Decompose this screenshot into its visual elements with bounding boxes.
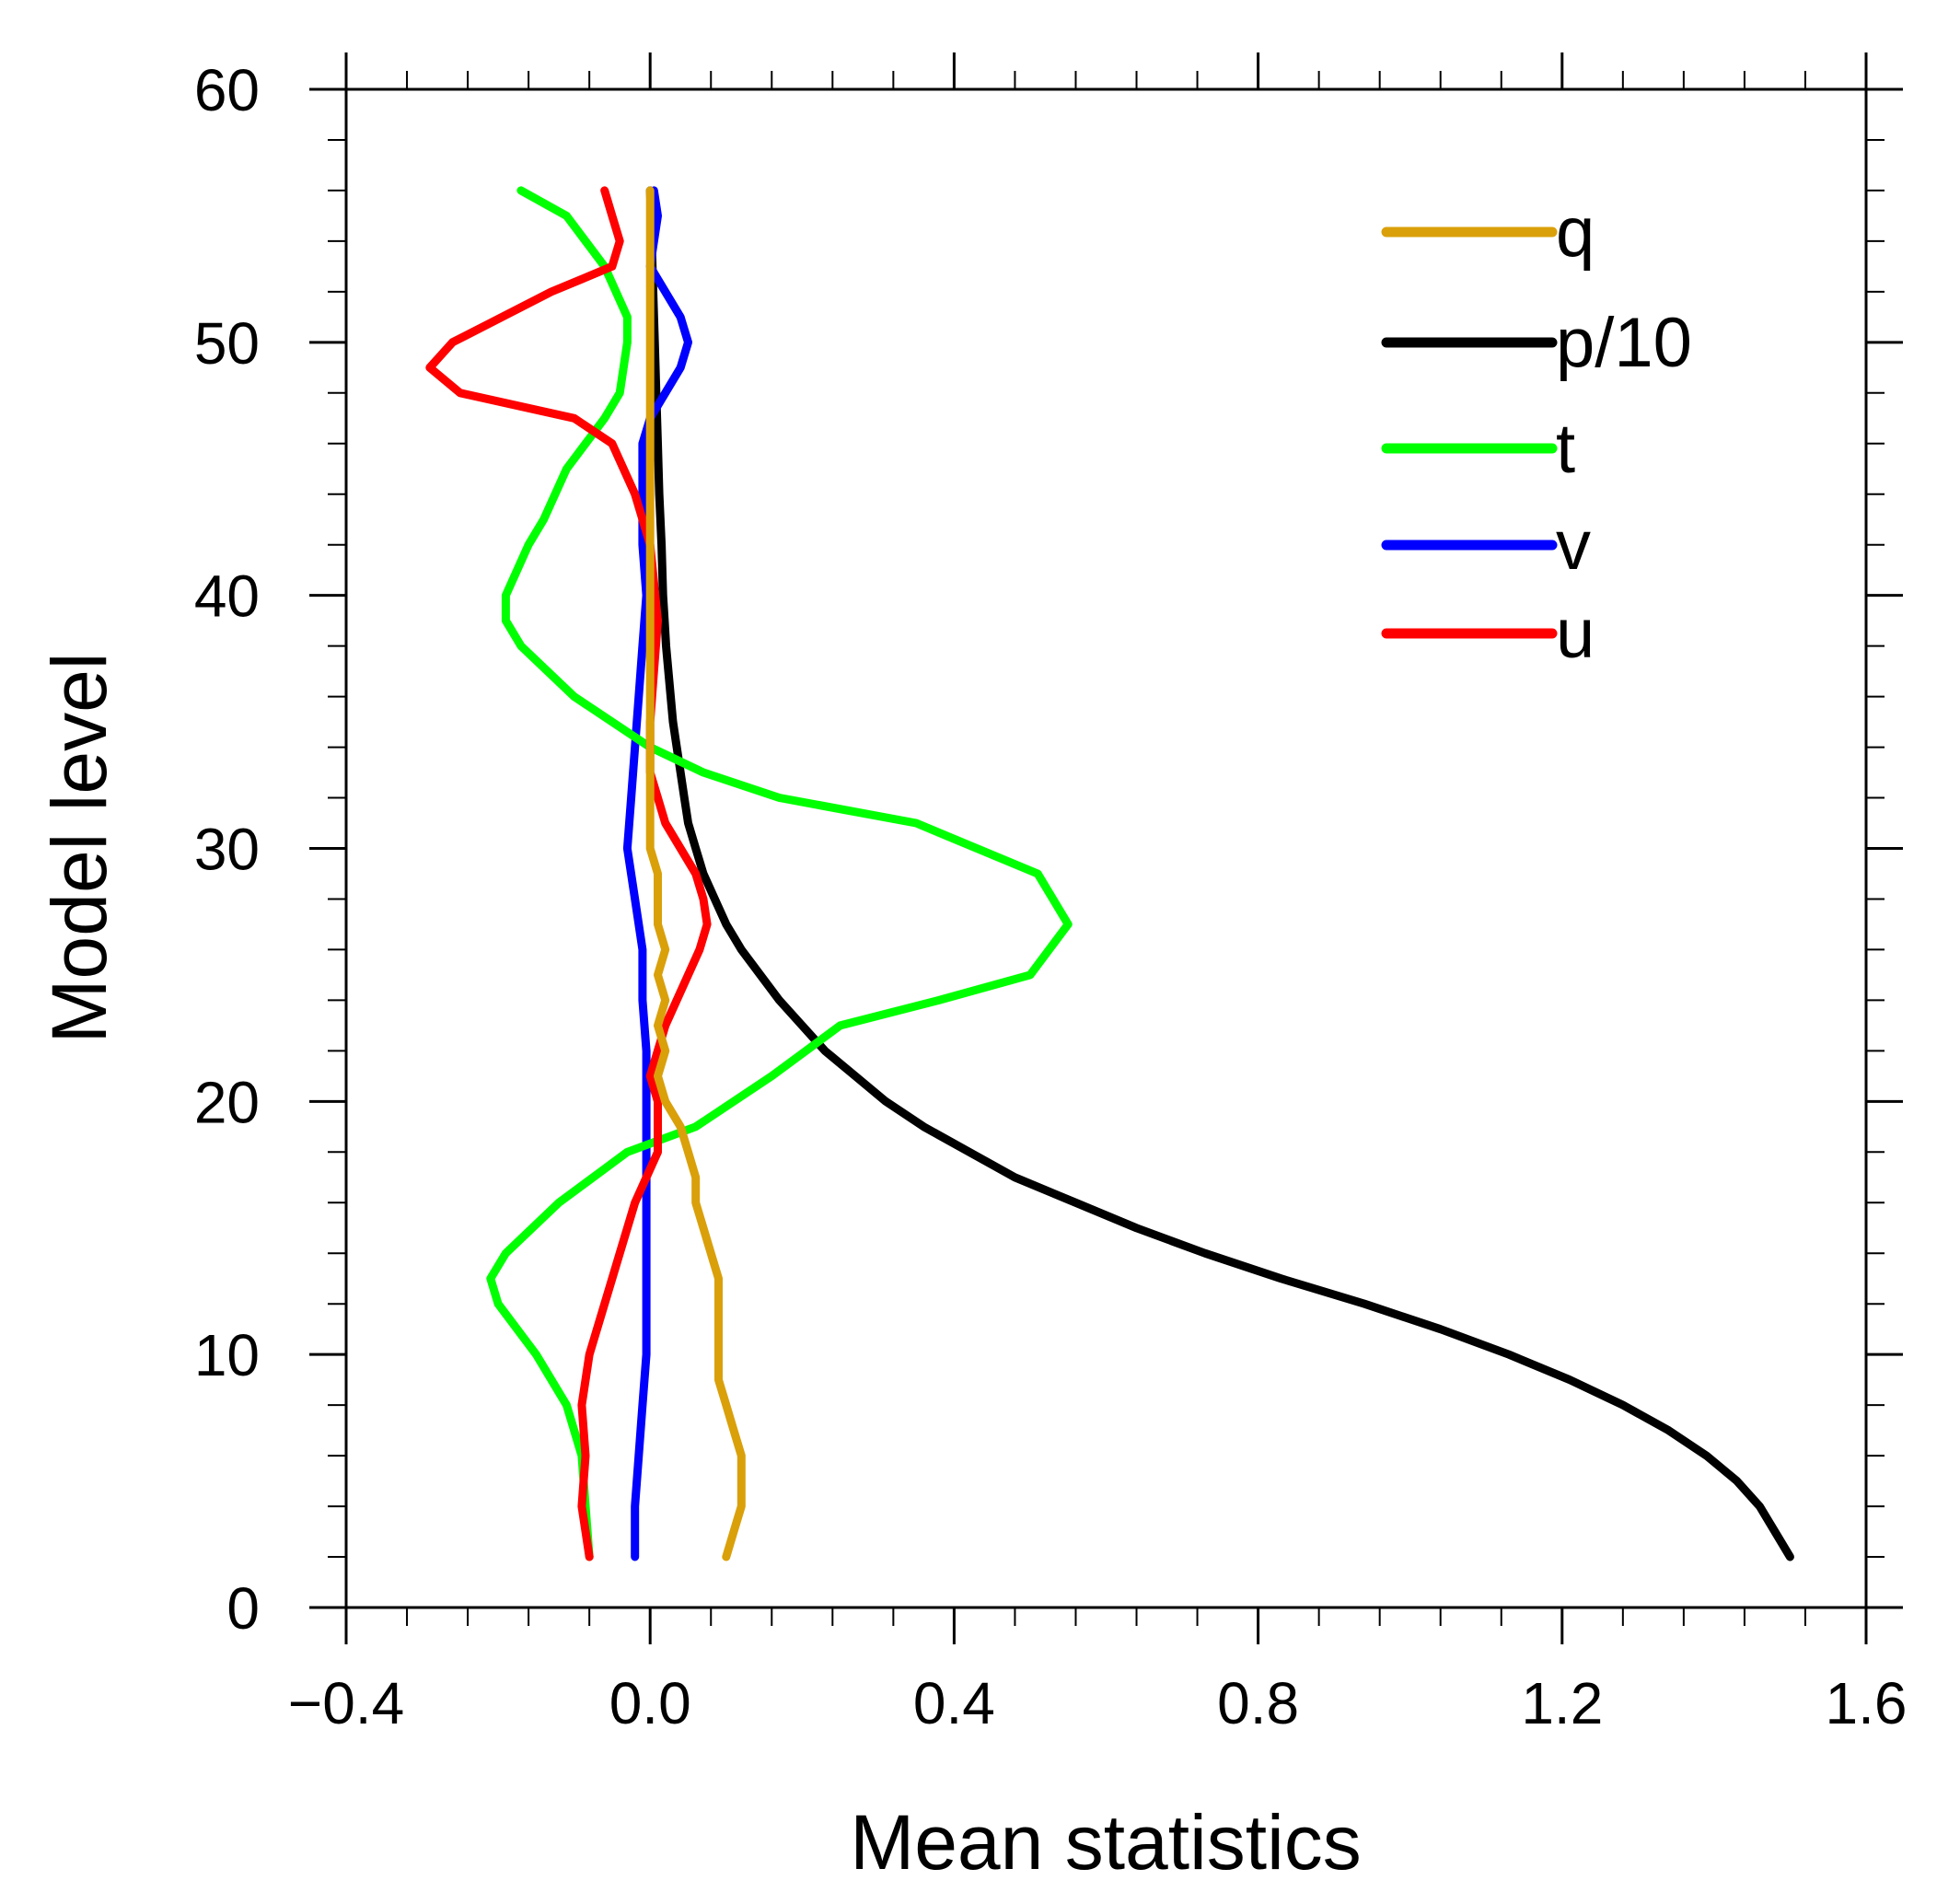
x-tick-labels: −0.4 0.0 0.4 0.8 1.2 1.6 [288, 1670, 1908, 1736]
series-lines [425, 186, 1794, 1561]
y-tick-label: 40 [194, 563, 260, 630]
x-tick-label: −0.4 [288, 1670, 404, 1736]
legend-label-v: v [1556, 506, 1591, 585]
x-tick-label: 0.4 [913, 1670, 995, 1736]
series-line-q [645, 186, 746, 1561]
y-tick-labels: 0 10 20 30 40 50 60 [194, 57, 260, 1642]
x-tick-label: 0.0 [609, 1670, 691, 1736]
legend-label-u: u [1556, 595, 1595, 673]
legend-label-q: q [1556, 193, 1595, 272]
series-line-u [425, 186, 712, 1561]
legend-label-t: t [1556, 410, 1575, 488]
major-ticks [309, 52, 1903, 1644]
series-line-t [486, 186, 1073, 1561]
minor-ticks [328, 71, 1885, 1626]
series-line-v [622, 186, 692, 1561]
y-tick-label: 20 [194, 1069, 260, 1135]
y-axis-title: Model level [36, 653, 122, 1044]
x-axis-title: Mean statistics [850, 1799, 1362, 1886]
x-tick-label: 1.6 [1826, 1670, 1908, 1736]
y-tick-label: 60 [194, 57, 260, 123]
y-tick-label: 0 [226, 1575, 260, 1642]
x-tick-label: 0.8 [1217, 1670, 1299, 1736]
x-tick-label: 1.2 [1521, 1670, 1603, 1736]
y-tick-label: 10 [194, 1322, 260, 1388]
y-tick-label: 50 [194, 310, 260, 377]
legend-label-p-10: p/10 [1556, 304, 1692, 382]
y-tick-label: 30 [194, 817, 260, 883]
legend: q p/10 tvu [1381, 193, 1692, 673]
series-line-p-10 [645, 186, 1794, 1561]
